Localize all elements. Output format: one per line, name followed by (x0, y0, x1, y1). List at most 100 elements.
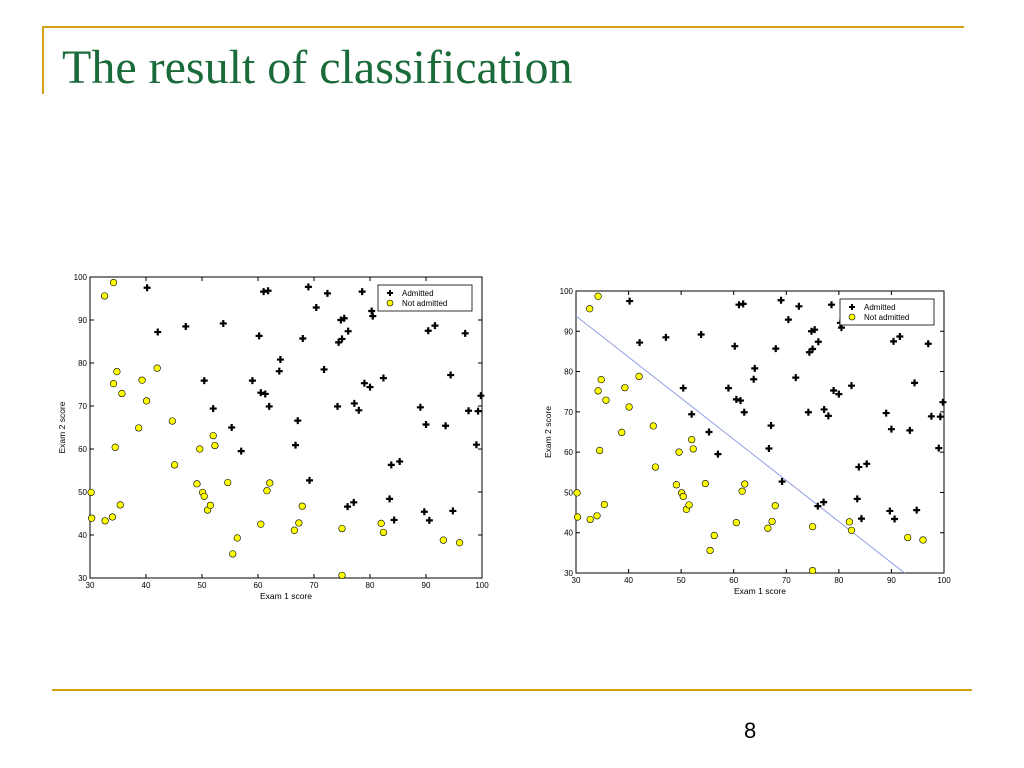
plot-area-frame (575, 290, 945, 574)
not-admitted-point (88, 514, 96, 522)
admitted-point (662, 333, 670, 341)
admitted-point (804, 408, 812, 416)
admitted-point (688, 410, 696, 418)
not-admitted-point (679, 492, 687, 501)
not-admitted-point (379, 528, 388, 537)
admitted-point (830, 387, 838, 395)
admitted-point (820, 405, 828, 413)
admitted-point (767, 422, 775, 430)
not-admitted-point (710, 531, 718, 540)
not-admitted-point (847, 526, 856, 534)
admitted-point (697, 331, 705, 339)
y-tick-label: 60 (564, 448, 573, 457)
not-admitted-point (732, 519, 740, 527)
admitted-point (853, 495, 861, 503)
x-tick-label: 100 (475, 581, 489, 590)
admitted-point (338, 335, 346, 343)
admitted-point (809, 345, 817, 353)
admitted-point (814, 338, 822, 346)
not-admitted-point (689, 445, 697, 453)
admitted-point (820, 498, 828, 506)
x-tick-label: 30 (86, 581, 95, 590)
admitted-point (320, 365, 328, 373)
y-axis-label: Exam 2 score (543, 406, 553, 458)
x-tick-label: 50 (198, 581, 207, 590)
not-admitted-point (618, 428, 626, 437)
admitted-point (714, 450, 722, 458)
not-admitted-point (649, 422, 657, 430)
admitted-point (306, 476, 314, 484)
admitted-point (935, 444, 943, 452)
not-admitted-point (904, 533, 912, 542)
not-admitted-point (266, 479, 274, 487)
not-admitted-point (594, 292, 602, 300)
x-tick-label: 70 (782, 576, 791, 585)
not-admitted-point (919, 536, 927, 544)
y-tick-label: 70 (78, 402, 87, 411)
admitted-point (824, 412, 832, 420)
admitted-point (724, 384, 732, 392)
scatter-chart-without-boundary: 30 40 50 60 70 80 90 100 30 40 50 60 70 80 90 100 Exam 1… (57, 273, 489, 601)
not-admitted-point (87, 488, 95, 497)
admitted-point (835, 390, 843, 398)
not-admitted-point (701, 479, 709, 488)
not-admitted-point (764, 524, 772, 532)
not-admitted-point (233, 534, 241, 542)
not-admitted-point (741, 480, 749, 488)
y-tick-label: 30 (78, 574, 87, 583)
admitted-point (927, 412, 935, 420)
admitted-point (219, 319, 227, 327)
admitted-point (792, 374, 800, 382)
scatter-plot-svg: 30 40 50 60 70 80 90 100 30 40 50 60 70 80 90 100 Exam 1… (57, 273, 489, 601)
admitted-point (416, 403, 424, 411)
not-admitted-point (597, 376, 605, 384)
admitted-point (304, 283, 312, 291)
admitted-point (679, 384, 687, 392)
not-admitted-point (688, 436, 696, 444)
legend-entry-label: Admitted (864, 303, 896, 312)
not-admitted-point (100, 292, 109, 300)
not-admitted-point (685, 501, 693, 509)
y-tick-label: 100 (74, 273, 88, 282)
not-admitted-point (257, 520, 265, 528)
admitted-point (777, 296, 785, 304)
admitted-point (294, 417, 302, 425)
not-admitted-point (206, 501, 214, 509)
admitted-point (811, 326, 819, 334)
admitted-point (882, 409, 890, 417)
y-tick-label: 40 (564, 529, 573, 538)
y-tick-label: 50 (78, 488, 87, 497)
x-tick-label: 60 (729, 576, 738, 585)
x-tick-label: 90 (422, 581, 431, 590)
y-tick-label: 90 (78, 316, 87, 325)
slide-title: The result of classification (62, 41, 573, 94)
admitted-point (939, 398, 947, 406)
y-tick-label: 80 (564, 368, 573, 377)
admitted-point (154, 328, 162, 336)
not-admitted-point (845, 518, 853, 526)
not-admitted-point (621, 384, 629, 392)
admitted-point (275, 367, 283, 375)
not-admitted-point (602, 396, 610, 404)
admitted-point (424, 327, 432, 335)
not-admitted-point (338, 524, 346, 533)
admitted-point (344, 503, 352, 511)
x-tick-label: 90 (887, 576, 896, 585)
admitted-point (265, 402, 273, 410)
admitted-point (276, 356, 284, 364)
admitted-point (366, 383, 374, 391)
admitted-point (449, 507, 457, 515)
x-tick-label: 80 (834, 576, 843, 585)
admitted-point (396, 457, 404, 465)
not-admitted-point (635, 372, 643, 381)
not-admitted-point (224, 478, 232, 487)
y-tick-label: 70 (564, 408, 573, 417)
not-admitted-point (586, 515, 594, 524)
legend-admitted-marker (387, 290, 393, 296)
not-admitted-point (263, 487, 271, 495)
left-rule (42, 26, 44, 94)
admitted-point (228, 424, 236, 431)
admitted-point (731, 342, 739, 350)
